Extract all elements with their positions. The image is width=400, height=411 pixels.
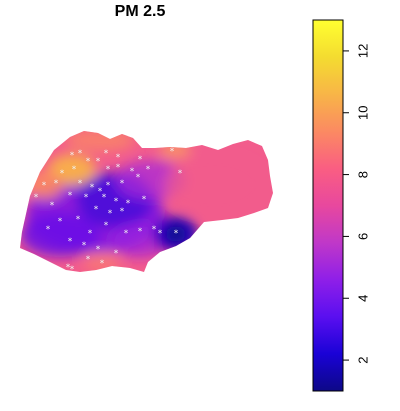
station-marker: * bbox=[100, 259, 105, 269]
station-marker: * bbox=[138, 227, 143, 237]
station-marker: * bbox=[42, 181, 47, 191]
station-marker: * bbox=[146, 165, 151, 175]
station-marker: * bbox=[34, 193, 39, 203]
station-marker: * bbox=[58, 217, 63, 227]
station-marker: * bbox=[86, 255, 91, 265]
colorbar-tick-label: 4 bbox=[355, 295, 370, 302]
colorbar-tick-label: 10 bbox=[355, 106, 370, 120]
station-marker: * bbox=[174, 229, 179, 239]
colorbar-ticks: 2 4 6 8 10 12 bbox=[343, 44, 370, 364]
station-marker: * bbox=[84, 193, 89, 203]
station-marker: * bbox=[76, 215, 81, 225]
station-marker: * bbox=[114, 249, 119, 259]
station-marker: * bbox=[86, 157, 91, 167]
station-marker: * bbox=[120, 179, 125, 189]
station-marker: * bbox=[138, 155, 143, 165]
station-marker: * bbox=[126, 199, 131, 209]
station-marker: * bbox=[60, 169, 65, 179]
station-marker: * bbox=[136, 173, 141, 183]
station-marker: * bbox=[158, 229, 163, 239]
station-marker: * bbox=[114, 197, 119, 207]
station-marker: * bbox=[104, 221, 109, 231]
station-marker: * bbox=[170, 147, 175, 157]
map-title: PM 2.5 bbox=[114, 3, 166, 20]
colorbar-tick-label: 2 bbox=[355, 356, 370, 363]
station-marker: * bbox=[106, 165, 111, 175]
colorbar-tick-label: 8 bbox=[355, 171, 370, 178]
station-marker: * bbox=[142, 195, 147, 205]
colorbar-gradient bbox=[312, 19, 344, 392]
station-marker: * bbox=[108, 209, 113, 219]
region-polygon: * * * * * * * * * * * * * * * * * * * * bbox=[20, 131, 273, 275]
station-marker: * bbox=[102, 193, 107, 203]
station-marker: * bbox=[68, 237, 73, 247]
station-marker: * bbox=[104, 149, 109, 159]
station-markers: * * * * * * * * * * * * * * * * * * * * bbox=[34, 147, 183, 275]
station-marker: * bbox=[70, 151, 75, 161]
station-marker: * bbox=[130, 167, 135, 177]
station-marker: * bbox=[78, 179, 83, 189]
station-marker: * bbox=[96, 157, 101, 167]
station-marker: * bbox=[50, 201, 55, 211]
station-marker: * bbox=[68, 191, 73, 201]
station-marker: * bbox=[88, 229, 93, 239]
station-marker: * bbox=[96, 245, 101, 255]
colorbar: 2 4 6 8 10 12 bbox=[312, 19, 370, 392]
station-marker: * bbox=[82, 241, 87, 251]
station-marker: * bbox=[116, 153, 121, 163]
station-marker: * bbox=[98, 187, 103, 197]
station-marker: * bbox=[78, 149, 83, 159]
station-marker: * bbox=[152, 225, 157, 235]
station-marker: * bbox=[66, 263, 71, 273]
station-marker: * bbox=[94, 205, 99, 215]
station-marker: * bbox=[90, 183, 95, 193]
colorbar-tick-label: 12 bbox=[355, 44, 370, 58]
station-marker: * bbox=[178, 169, 183, 179]
station-marker: * bbox=[70, 265, 75, 275]
station-marker: * bbox=[106, 181, 111, 191]
colorbar-tick-label: 6 bbox=[355, 233, 370, 240]
station-marker: * bbox=[46, 225, 51, 235]
station-marker: * bbox=[124, 229, 129, 239]
station-marker: * bbox=[120, 207, 125, 217]
station-marker: * bbox=[116, 163, 121, 173]
station-marker: * bbox=[72, 165, 77, 175]
station-marker: * bbox=[54, 179, 59, 189]
